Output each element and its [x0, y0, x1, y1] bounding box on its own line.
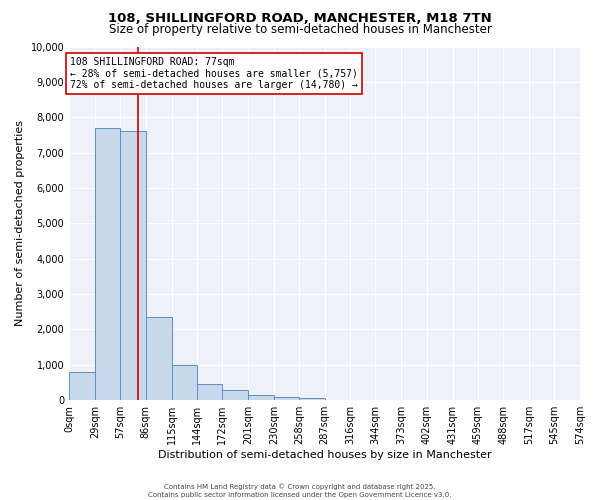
Text: Size of property relative to semi-detached houses in Manchester: Size of property relative to semi-detach… [109, 22, 491, 36]
X-axis label: Distribution of semi-detached houses by size in Manchester: Distribution of semi-detached houses by … [158, 450, 491, 460]
Bar [248, 396, 274, 400]
Bar [274, 396, 299, 400]
Bar [197, 384, 222, 400]
Y-axis label: Number of semi-detached properties: Number of semi-detached properties [15, 120, 25, 326]
Bar [69, 372, 95, 400]
Bar [222, 390, 248, 400]
Bar [120, 132, 146, 400]
Bar [146, 317, 172, 400]
Bar [299, 398, 325, 400]
Bar [95, 128, 120, 400]
Bar [172, 365, 197, 400]
Text: 108, SHILLINGFORD ROAD, MANCHESTER, M18 7TN: 108, SHILLINGFORD ROAD, MANCHESTER, M18 … [108, 12, 492, 26]
Text: Contains HM Land Registry data © Crown copyright and database right 2025.
Contai: Contains HM Land Registry data © Crown c… [148, 484, 452, 498]
Text: 108 SHILLINGFORD ROAD: 77sqm
← 28% of semi-detached houses are smaller (5,757)
7: 108 SHILLINGFORD ROAD: 77sqm ← 28% of se… [70, 57, 358, 90]
